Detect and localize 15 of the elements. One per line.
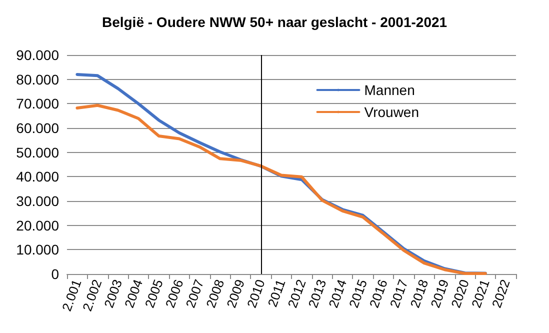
y-tick-label: 40.000: [16, 168, 60, 185]
y-tick-label: 70.000: [16, 96, 60, 112]
y-tick-label: 50.000: [16, 144, 60, 160]
legend-label: Vrouwen: [364, 104, 420, 120]
line-series: [76, 104, 487, 276]
y-tick-label: 60.000: [16, 120, 60, 136]
y-tick-label: 80.000: [16, 71, 60, 88]
legend-label: Mannen: [364, 82, 415, 98]
x-tick-label: 2.001: [59, 277, 84, 314]
y-tick-label: 30.000: [16, 193, 60, 209]
y-tick-label: 20.000: [16, 217, 60, 234]
y-tick-label: 0: [51, 266, 60, 282]
chart-title: België - Oudere NWW 50+ naar geslacht - 2001-2021: [102, 14, 448, 30]
y-tick-label: 90.000: [16, 47, 60, 63]
y-tick-label: 10.000: [16, 242, 60, 258]
